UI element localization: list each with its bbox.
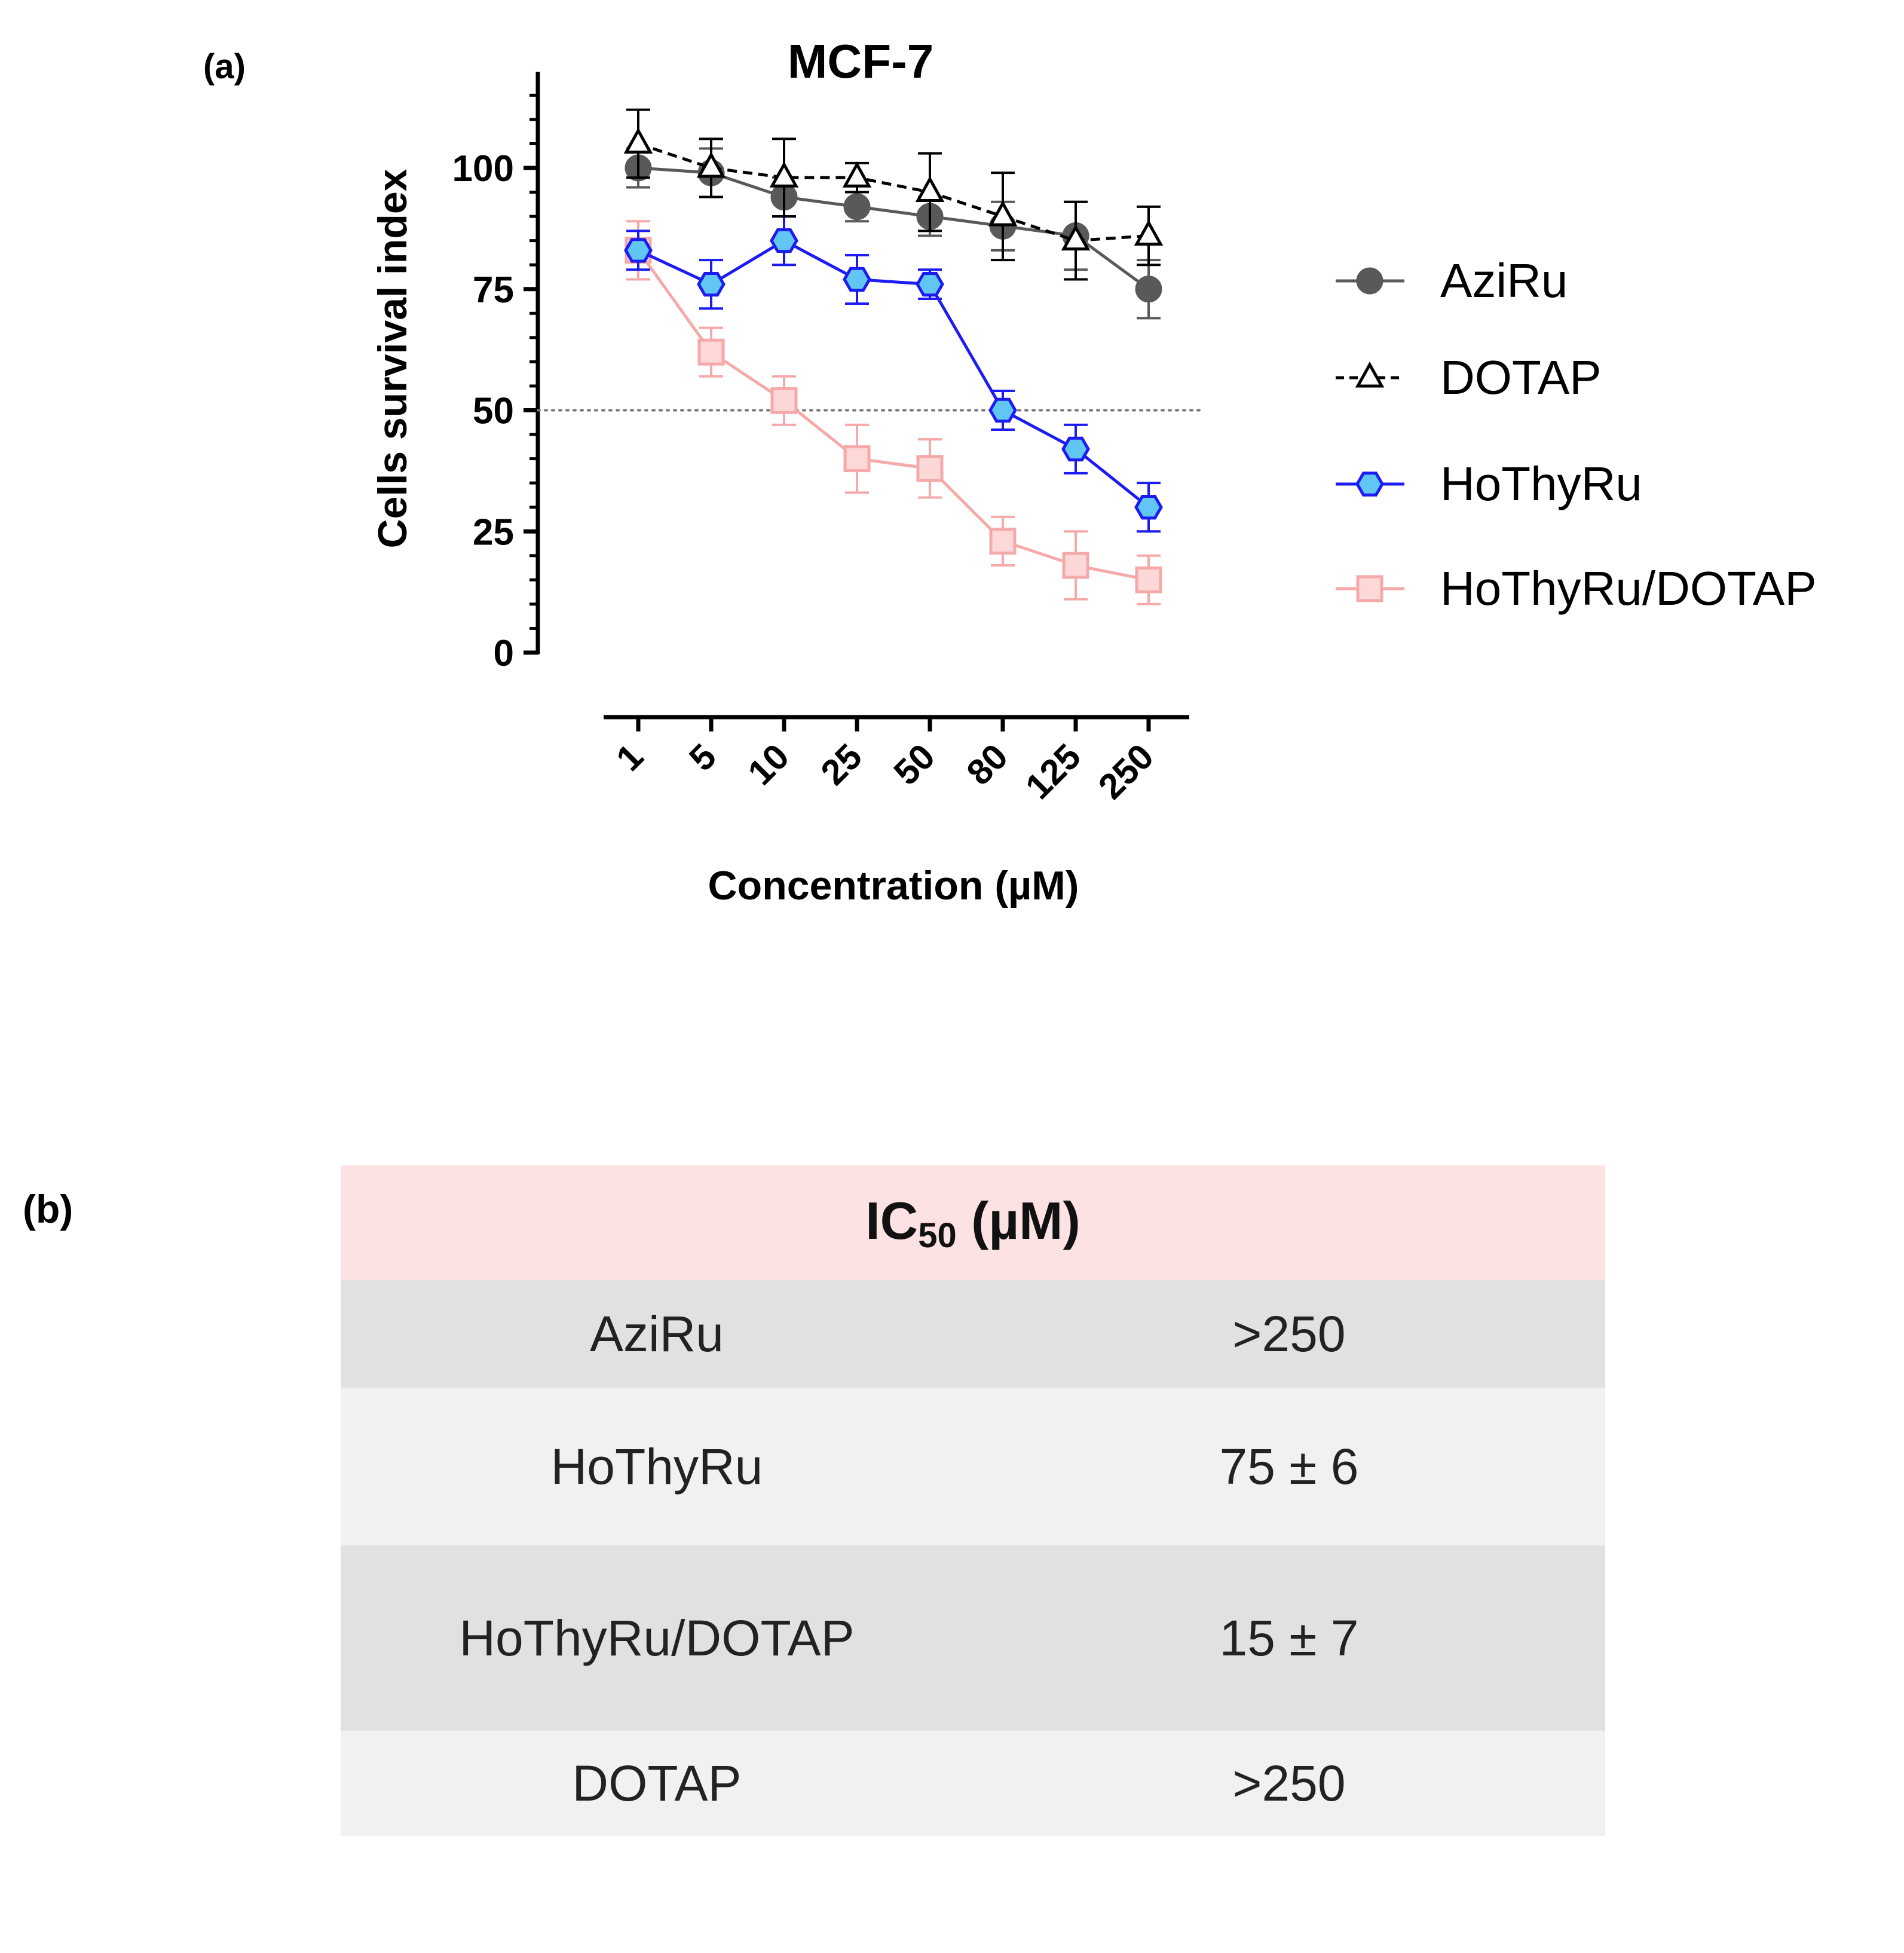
data-point	[988, 397, 1017, 423]
x-tick-label: 10	[740, 736, 797, 793]
x-tick-label: 50	[886, 736, 943, 793]
legend-label: HoThyRu	[1440, 457, 1642, 510]
data-point	[769, 161, 799, 188]
series-layer	[623, 108, 1164, 605]
data-point	[1062, 552, 1089, 579]
table-row: HoThyRu 75 ± 6	[341, 1388, 1605, 1545]
series-dotap	[623, 108, 1164, 281]
panel-a-label: (a)	[203, 47, 246, 86]
series-hothyru	[624, 215, 1163, 533]
chart-legend: AziRu DOTAP HoThyRu HoThyRu/DOTAP	[1336, 254, 1817, 615]
panel-b-label: (b)	[23, 1187, 74, 1231]
legend-item-hothyru-dotap: HoThyRu/DOTAP	[1336, 562, 1817, 615]
data-point	[770, 387, 798, 414]
data-point	[623, 127, 653, 154]
ic50-value: >250	[973, 1280, 1605, 1388]
legend-marker	[1356, 267, 1383, 295]
survival-chart: 0 25 50 75 100 1 5 10 25 50 80 125 250 AziRu DOTAP HoT…	[370, 35, 1817, 908]
data-point	[1135, 275, 1162, 303]
y-tick-label: 100	[452, 148, 514, 189]
x-tick-label: 1	[608, 736, 651, 779]
ic50-value: >250	[973, 1731, 1605, 1836]
data-point	[1134, 495, 1163, 520]
table-row: HoThyRu/DOTAP 15 ± 7	[341, 1545, 1605, 1731]
data-point	[1061, 224, 1091, 251]
data-point	[624, 238, 653, 263]
y-tick-label: 0	[494, 633, 514, 674]
y-tick-label: 50	[473, 391, 514, 432]
data-point	[989, 527, 1017, 555]
y-tick-label: 75	[473, 270, 514, 311]
data-point	[842, 161, 872, 188]
legend-label: DOTAP	[1440, 351, 1602, 404]
compound-name: HoThyRu/DOTAP	[341, 1545, 973, 1731]
ic50-value: 75 ± 6	[973, 1388, 1605, 1545]
data-point	[843, 267, 871, 292]
legend-item-hothyru: HoThyRu	[1336, 457, 1642, 510]
ic50-header-unit: (µM)	[956, 1190, 1080, 1250]
table-row: DOTAP >250	[341, 1731, 1605, 1836]
data-point	[1134, 219, 1164, 246]
y-axis-title: Cells survival index	[370, 169, 415, 548]
x-tick-label: 250	[1091, 736, 1161, 807]
data-point	[916, 455, 944, 482]
legend-marker	[1355, 361, 1385, 388]
chart-title: MCF-7	[788, 35, 933, 88]
data-point	[843, 445, 871, 473]
x-tick-label: 125	[1018, 736, 1088, 807]
legend-label: HoThyRu/DOTAP	[1440, 562, 1817, 615]
ic50-table: IC50 (µM) AziRu >250 HoThyRu 75 ± 6 HoTh…	[341, 1165, 1605, 1836]
data-point	[988, 200, 1018, 226]
series-line-dotap	[638, 142, 1149, 243]
data-point	[1135, 566, 1162, 593]
data-point	[1061, 436, 1090, 462]
ic50-header-subscript: 50	[918, 1216, 957, 1255]
data-point	[696, 151, 726, 178]
ic50-header: IC50 (µM)	[341, 1165, 1605, 1280]
compound-name: DOTAP	[341, 1731, 973, 1836]
data-point	[843, 193, 871, 221]
data-point	[915, 176, 945, 203]
table-row: AziRu >250	[341, 1280, 1605, 1388]
ic50-value: 15 ± 7	[973, 1545, 1605, 1731]
compound-name: HoThyRu	[341, 1388, 973, 1545]
x-tick-label: 25	[813, 736, 870, 793]
data-point	[697, 338, 725, 366]
compound-name: AziRu	[341, 1280, 973, 1388]
legend-label: AziRu	[1440, 254, 1568, 307]
data-point	[916, 272, 944, 297]
x-axis-title: Concentration (µM)	[708, 863, 1079, 908]
data-point	[770, 228, 798, 253]
legend-item-dotap: DOTAP	[1336, 351, 1602, 404]
data-point	[697, 272, 726, 297]
legend-item-aziru: AziRu	[1336, 254, 1568, 307]
x-tick-label: 5	[681, 736, 724, 779]
x-tick-label: 80	[959, 736, 1016, 793]
series-line-hothyru	[637, 238, 1150, 509]
legend-marker	[1356, 575, 1383, 602]
y-tick-label: 25	[473, 512, 514, 553]
ic50-header-main: IC	[865, 1190, 919, 1250]
legend-marker	[1355, 472, 1384, 497]
